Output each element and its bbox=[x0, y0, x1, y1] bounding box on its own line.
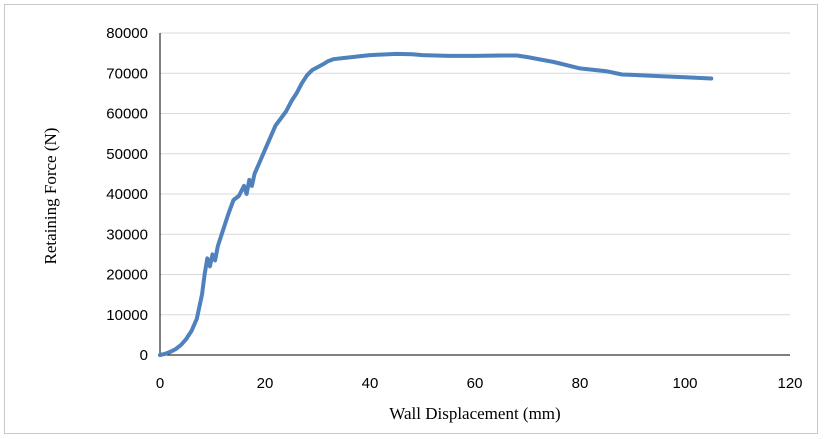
y-tick-labels: 0 10000 20000 30000 40000 50000 60000 70000 8000… bbox=[106, 25, 148, 364]
y-tick-label: 70000 bbox=[106, 65, 148, 82]
y-tick-label: 10000 bbox=[106, 307, 148, 324]
x-tick-label: 20 bbox=[257, 375, 274, 392]
y-tick-label: 60000 bbox=[106, 106, 148, 123]
y-tick-label: 50000 bbox=[106, 146, 148, 163]
y-axis-title: Retaining Force (N) bbox=[41, 128, 60, 265]
y-tick-label: 20000 bbox=[106, 267, 148, 284]
x-tick-label: 40 bbox=[362, 375, 379, 392]
y-tick-label: 80000 bbox=[106, 25, 148, 42]
axes bbox=[159, 33, 790, 356]
y-tick-label: 30000 bbox=[106, 226, 148, 243]
series-line bbox=[158, 51, 714, 357]
x-tick-labels: 0 20 40 60 80 100 120 bbox=[156, 375, 803, 392]
y-tick-label: 40000 bbox=[106, 186, 148, 203]
x-tick-label: 120 bbox=[777, 375, 802, 392]
x-tick-label: 0 bbox=[156, 375, 164, 392]
x-tick-label: 80 bbox=[572, 375, 589, 392]
x-tick-label: 100 bbox=[672, 375, 697, 392]
y-tick-label: 0 bbox=[140, 347, 148, 364]
x-axis-title: Wall Displacement (mm) bbox=[389, 404, 560, 423]
series-group bbox=[158, 51, 714, 357]
x-tick-label: 60 bbox=[467, 375, 484, 392]
